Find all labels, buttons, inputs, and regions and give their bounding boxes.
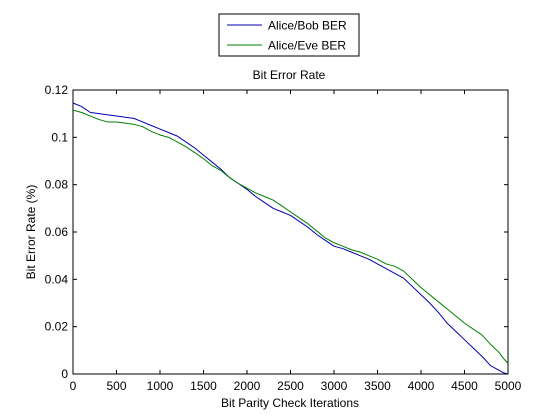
x-tick-label-10: 5000 (495, 379, 522, 393)
x-tick-label-1: 500 (106, 379, 126, 393)
legend: Alice/Bob BER Alice/Eve BER (218, 13, 360, 57)
series-layer (72, 102, 509, 375)
x-tick-label-8: 4000 (408, 379, 435, 393)
legend-label-alice-eve: Alice/Eve BER (268, 39, 346, 53)
x-tick-label-6: 3000 (321, 379, 348, 393)
x-tick-label-0: 0 (70, 379, 77, 393)
legend-box (218, 13, 360, 57)
y-tick-label-2: 0.04 (45, 272, 69, 286)
x-tick-label-4: 2000 (234, 379, 261, 393)
y-axis-label: Bit Error Rate (%) (24, 185, 38, 280)
x-axis-label: Bit Parity Check Iterations (221, 396, 359, 410)
series-line-alice-eve (72, 109, 509, 364)
plot-area (72, 89, 509, 375)
x-tick-label-2: 1000 (147, 379, 174, 393)
y-tick-label-5: 0.1 (51, 130, 68, 144)
y-tick-label-4: 0.08 (45, 178, 69, 192)
chart-title: Bit Error Rate (253, 68, 326, 82)
y-tick-label-6: 0.12 (45, 83, 69, 97)
x-tick-label-7: 3500 (364, 379, 391, 393)
x-tick-label-5: 2500 (277, 379, 304, 393)
x-axis-ticks: 0 500 1000 1500 2000 2500 3000 3500 4000 4500 5000 (70, 90, 522, 393)
x-tick-label-3: 1500 (190, 379, 217, 393)
y-tick-label-1: 0.02 (45, 320, 69, 334)
legend-label-alice-bob: Alice/Bob BER (268, 19, 347, 33)
y-tick-label-3: 0.06 (45, 225, 69, 239)
y-axis-ticks: 0 0.02 0.04 0.06 0.08 0.1 0.12 (45, 83, 508, 381)
x-tick-label-9: 4500 (451, 379, 478, 393)
y-tick-label-0: 0 (61, 367, 68, 381)
series-line-alice-bob (72, 102, 509, 375)
